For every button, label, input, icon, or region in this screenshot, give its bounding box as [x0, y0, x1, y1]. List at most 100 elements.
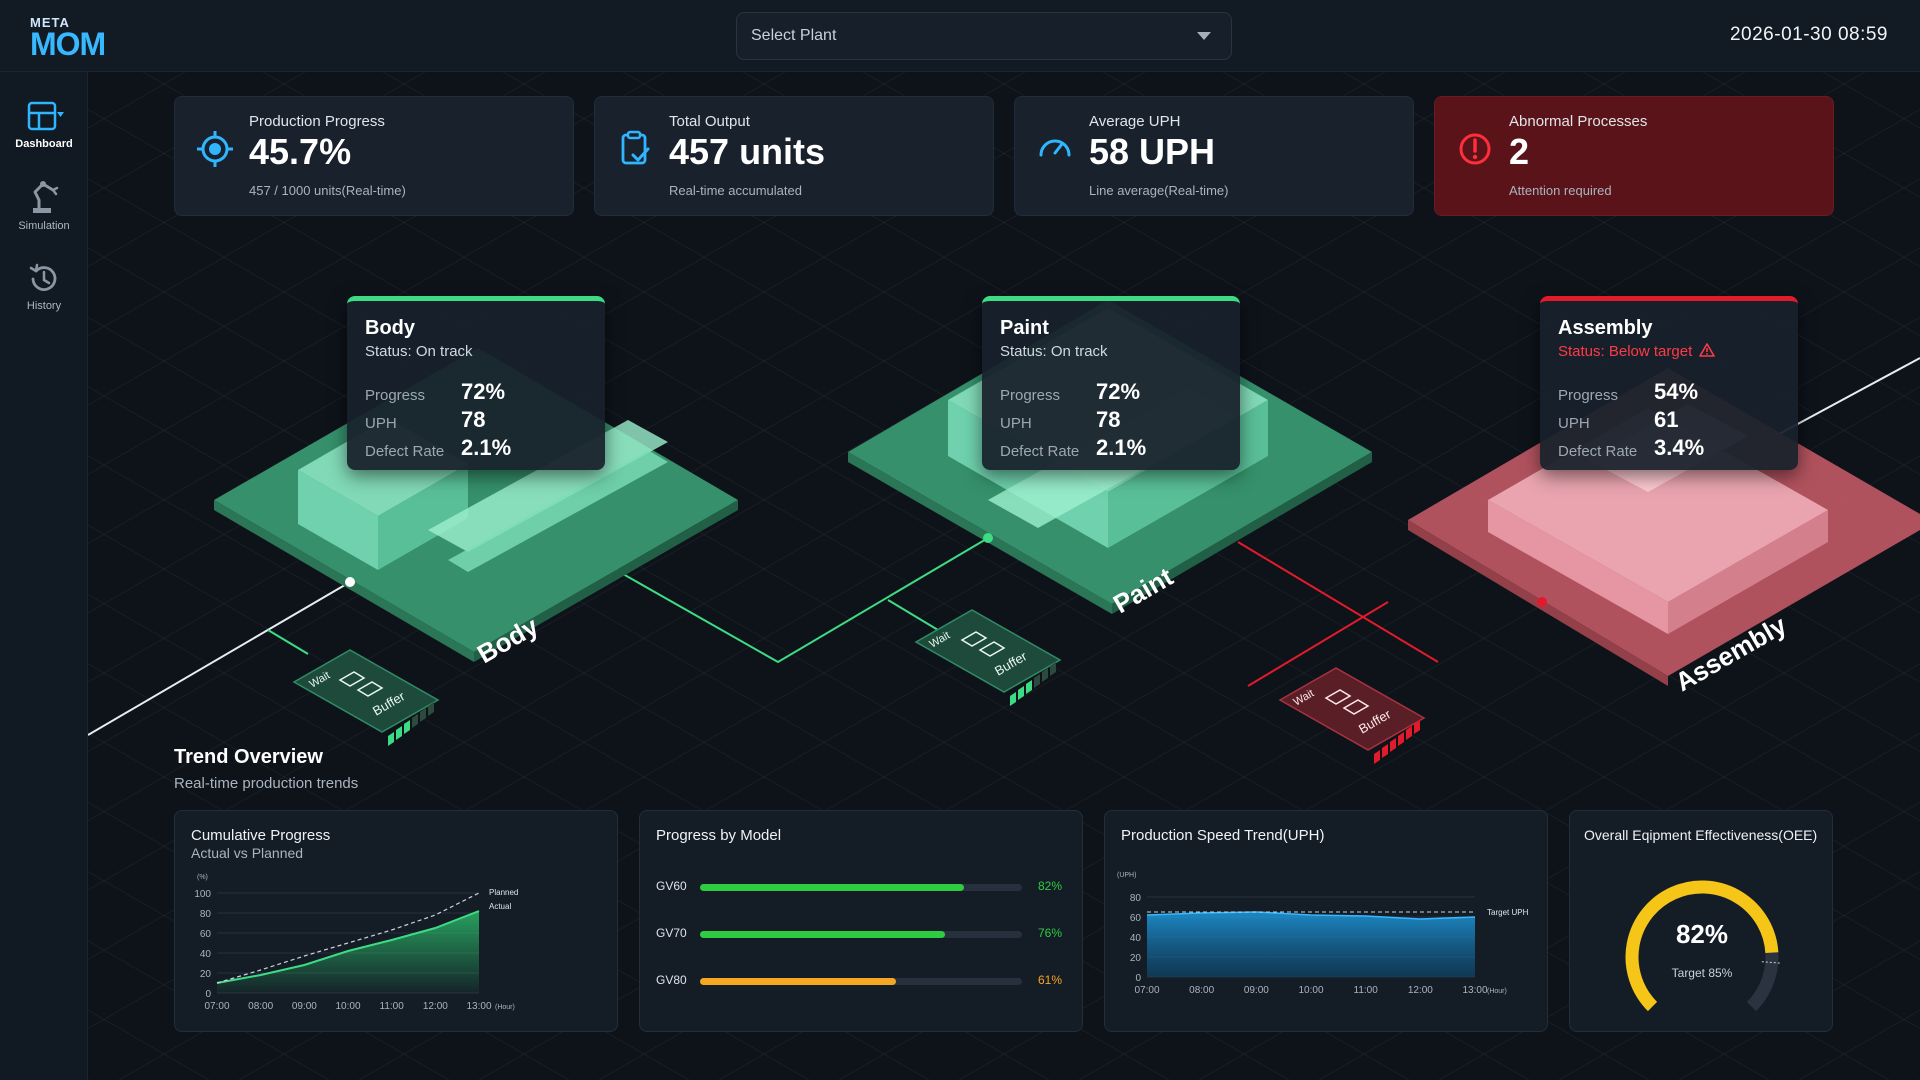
- kpi-sub: Real-time accumulated: [669, 183, 802, 198]
- node-dot: [983, 533, 993, 543]
- y-tick-label: 20: [200, 969, 212, 980]
- sidebar: Dashboard Simulation History: [0, 72, 88, 1080]
- buffer-level-meter: [1010, 662, 1056, 706]
- model-row: GV80 61%: [656, 973, 1066, 989]
- kpi-sub: Attention required: [1509, 183, 1612, 198]
- chevron-down-icon: [1197, 32, 1211, 40]
- model-label: GV70: [656, 926, 687, 940]
- y-tick-label: 60: [1130, 913, 1142, 924]
- flow-line-paint-buffer: [887, 599, 939, 631]
- gauge-target-marker: [1761, 961, 1782, 964]
- y-axis-unit: (UPH): [1117, 872, 1136, 879]
- buffer-assembly-out[interactable]: Wait Buffer: [1278, 667, 1426, 764]
- flow-line-in: [88, 581, 351, 736]
- defect-value: 2.1%: [1096, 435, 1147, 460]
- kpi-value: 58 UPH: [1089, 131, 1216, 172]
- kpi-label: Average UPH: [1089, 113, 1181, 130]
- kpi-label: Total Output: [669, 113, 750, 130]
- defect-label: Defect Rate: [365, 443, 445, 460]
- buffer-paint-assembly[interactable]: Wait Buffer: [914, 609, 1062, 706]
- process-status-text: Status: Below target: [1558, 343, 1693, 360]
- process-card-paint[interactable]: Paint Status: On track Progress 72% UPH …: [982, 296, 1240, 470]
- flow-line-assembly-buffer: [1247, 601, 1389, 687]
- process-status: Status: On track: [1000, 343, 1108, 360]
- target-uph-label: Target UPH: [1487, 908, 1529, 917]
- panel-oee: 82% Target 85% Overall Eqipment Effective…: [1569, 810, 1833, 1032]
- model-percent: 82%: [1038, 879, 1063, 893]
- uph-label: UPH: [365, 415, 397, 432]
- gauge-value: 82%: [1676, 919, 1728, 949]
- sidebar-item-history[interactable]: History: [0, 262, 88, 312]
- logo-bottom-text: MOM: [30, 26, 106, 62]
- gauge-fill: [1625, 880, 1779, 1012]
- kpi-card-total-output: Total Output 457 units Real-time accumul…: [594, 96, 994, 216]
- sidebar-item-dashboard[interactable]: Dashboard: [0, 100, 88, 150]
- chart-subtitle: Actual vs Planned: [191, 845, 304, 861]
- panel-production-speed-trend: (UPH) 80 60 40 20 0 07:00 08:00 09:00 10:00 11:00 1…: [1104, 810, 1548, 1032]
- model-percent: 61%: [1038, 973, 1063, 987]
- dashboard-icon: [27, 101, 64, 131]
- y-tick-label: 60: [200, 929, 212, 940]
- x-tick-label: 13:00: [1462, 985, 1487, 996]
- kpi-card-abnormal-processes: Abnormal Processes 2 Attention required: [1434, 96, 1834, 216]
- gauge-target-label: Target 85%: [1672, 966, 1733, 980]
- node-dot: [345, 577, 355, 587]
- kpi-value: 457 units: [669, 131, 826, 172]
- panel-progress-by-model: Progress by Model GV60 82% GV70 76% GV80…: [639, 810, 1083, 1032]
- y-tick-label: 80: [1130, 893, 1142, 904]
- x-tick-label: 07:00: [204, 1001, 229, 1012]
- kpi-card-average-uph: Average UPH 58 UPH Line average(Real-tim…: [1014, 96, 1414, 216]
- process-status: Status: Below target: [1558, 343, 1716, 360]
- progress-value: 72%: [1096, 379, 1141, 404]
- progress-value: 72%: [461, 379, 506, 404]
- model-row: GV70 76%: [656, 926, 1066, 942]
- uph-label: UPH: [1000, 415, 1032, 432]
- process-card-body[interactable]: Body Status: On track Progress 72% UPH 7…: [347, 296, 605, 470]
- kpi-label: Abnormal Processes: [1509, 113, 1648, 130]
- flow-line-paint-assembly: [1237, 541, 1439, 663]
- x-tick-label: 12:00: [1408, 985, 1433, 996]
- kpi-value: 2: [1509, 131, 1530, 172]
- process-name: Body: [365, 317, 415, 339]
- sidebar-item-simulation[interactable]: Simulation: [0, 180, 88, 232]
- uph-value: 78: [461, 407, 486, 432]
- chart-title: Production Speed Trend(UPH): [1121, 827, 1325, 844]
- target-icon: [197, 131, 233, 167]
- trend-overview-subtitle: Real-time production trends: [174, 775, 359, 792]
- x-tick-label: 09:00: [292, 1001, 317, 1012]
- buffer-body-paint[interactable]: Wait Buffer: [292, 649, 440, 746]
- buffer-level-meter: [388, 702, 434, 746]
- x-tick-label: 12:00: [423, 1001, 448, 1012]
- top-header: META MOM Select Plant 2026-01-30 08:59: [0, 0, 1920, 72]
- buffer-level-meter: [1374, 720, 1420, 764]
- plant-select-dropdown[interactable]: Select Plant: [736, 12, 1232, 60]
- kpi-sub: Line average(Real-time): [1089, 183, 1229, 198]
- model-percent: 76%: [1038, 926, 1063, 940]
- logo-top-text: META: [30, 15, 70, 30]
- y-tick-label: 20: [1130, 953, 1142, 964]
- process-name: Assembly: [1558, 317, 1653, 339]
- sidebar-item-label: Simulation: [18, 220, 70, 232]
- x-tick-label: 08:00: [1189, 985, 1214, 996]
- progress-fill: [700, 884, 965, 891]
- chart-title: Overall Eqipment Effectiveness(OEE): [1584, 827, 1818, 843]
- app-logo[interactable]: META MOM: [30, 15, 106, 62]
- process-card-assembly[interactable]: Assembly Status: Below target Progress 5…: [1540, 296, 1798, 470]
- progress-fill: [700, 931, 945, 938]
- model-label: GV60: [656, 879, 687, 893]
- planned-line: [216, 892, 480, 984]
- y-tick-label: 0: [1135, 973, 1141, 984]
- actual-line: [216, 910, 480, 984]
- y-tick-label: 40: [1130, 933, 1142, 944]
- progress-track: [700, 931, 1022, 938]
- progress-label: Progress: [1000, 387, 1061, 404]
- y-tick-label: 80: [200, 909, 212, 920]
- sidebar-item-label: History: [26, 300, 62, 312]
- kpi-card-production-progress: Production Progress 45.7% 457 / 1000 uni…: [174, 96, 574, 216]
- process-status: Status: On track: [365, 343, 473, 360]
- trend-overview-title: Trend Overview: [174, 746, 323, 768]
- y-tick-label: 40: [200, 949, 212, 960]
- kpi-sub: 457 / 1000 units(Real-time): [249, 183, 406, 198]
- sidebar-item-label: Dashboard: [15, 138, 73, 150]
- flow-line-body-buffer: [267, 629, 309, 655]
